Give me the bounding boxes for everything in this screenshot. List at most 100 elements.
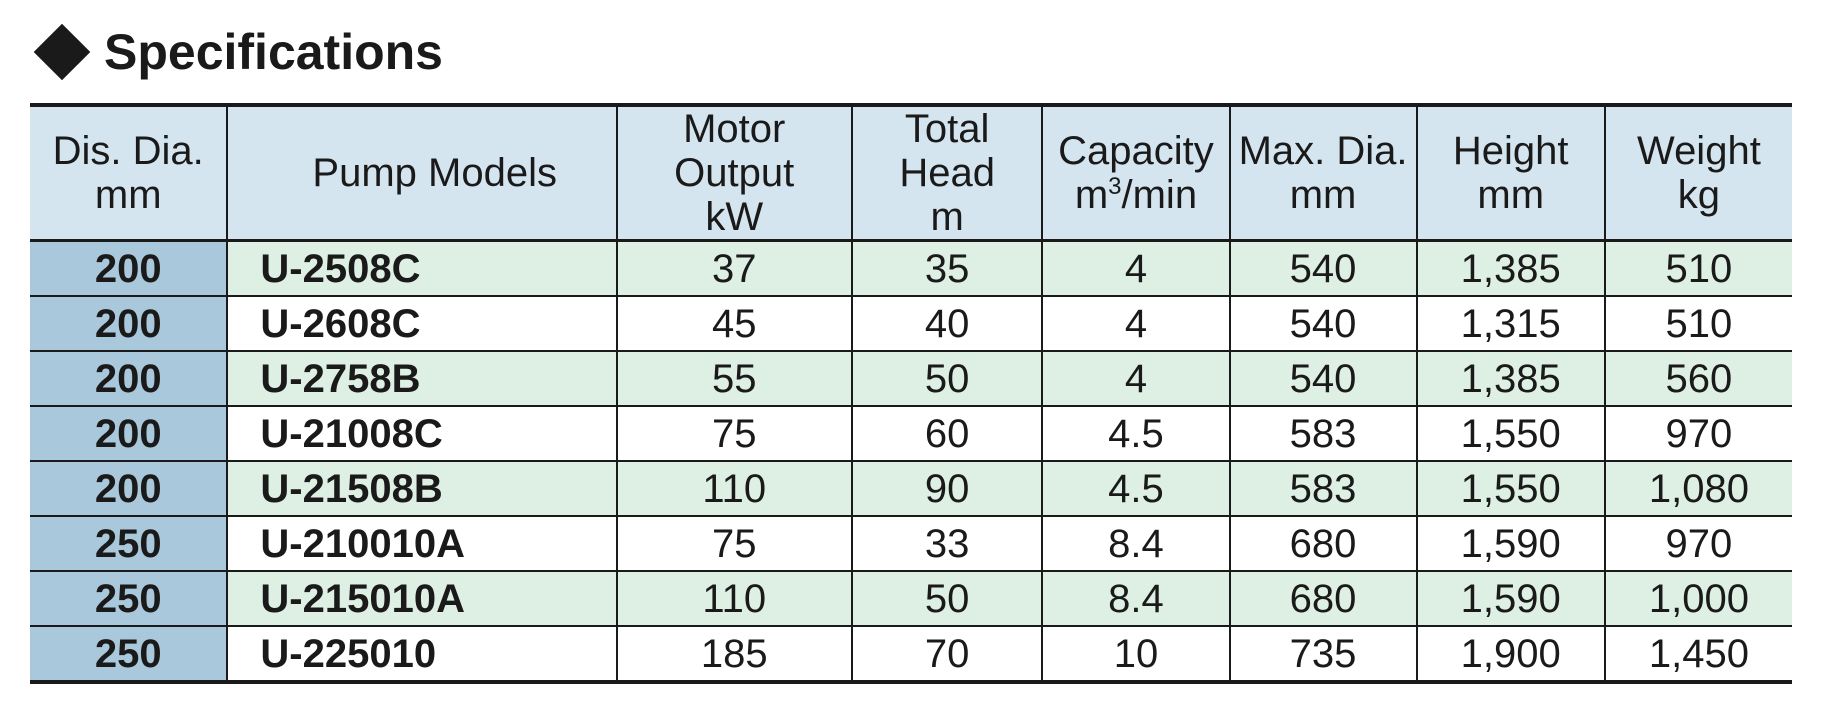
cell-total-head: 40	[850, 296, 1044, 352]
cell-capacity: 4	[1041, 351, 1231, 407]
header-pump-models: Pump Models	[226, 105, 618, 242]
cell-height: 1,385	[1415, 351, 1606, 407]
cell-height: 1,590	[1415, 516, 1606, 572]
cell-weight: 970	[1603, 406, 1792, 462]
cell-pump-model: U-215010A	[226, 571, 618, 627]
cell-dis-dia: 200	[30, 406, 229, 462]
cell-max-dia: 540	[1228, 351, 1418, 407]
cell-capacity: 4.5	[1041, 461, 1231, 517]
cell-pump-model: U-2508C	[226, 240, 618, 297]
unit-part: m	[1074, 173, 1109, 217]
cell-capacity: 8.4	[1041, 571, 1231, 627]
cell-max-dia: 735	[1228, 626, 1418, 682]
table-row: 200 U-2608C 45 40 4 540 1,315 510	[30, 296, 1792, 352]
cell-weight: 510	[1603, 296, 1792, 352]
header-height: Height mm	[1415, 105, 1606, 242]
header-label: Height	[1452, 129, 1569, 173]
table-row: 250 U-215010A 110 50 8.4 680 1,590 1,000	[30, 571, 1792, 627]
cell-height: 1,900	[1415, 626, 1606, 682]
table-row: 250 U-225010 185 70 10 735 1,900 1,450	[30, 626, 1792, 682]
cell-dis-dia: 250	[30, 571, 229, 627]
cell-dis-dia: 200	[30, 240, 229, 297]
header-label: Capacity	[1058, 129, 1214, 173]
cell-height: 1,315	[1415, 296, 1606, 352]
cell-pump-model: U-21508B	[226, 461, 618, 517]
cell-dis-dia: 200	[30, 296, 229, 352]
cell-pump-model: U-2608C	[226, 296, 618, 352]
cell-pump-model: U-225010	[226, 626, 618, 682]
cell-weight: 510	[1603, 240, 1792, 297]
header-capacity: Capacity m3/min	[1041, 105, 1231, 242]
header-label: Weight	[1637, 129, 1761, 173]
table-row: 200 U-2508C 37 35 4 540 1,385 510	[30, 240, 1792, 297]
cell-weight: 560	[1603, 351, 1792, 407]
header-unit: mm	[1289, 173, 1357, 217]
cell-height: 1,385	[1415, 240, 1606, 297]
header-motor-output: Motor Output kW	[615, 105, 853, 242]
header-total-head: Total Head m	[850, 105, 1044, 242]
cell-dis-dia: 250	[30, 516, 229, 572]
cell-total-head: 50	[850, 571, 1044, 627]
header-label: Max. Dia.	[1238, 129, 1408, 173]
cell-capacity: 8.4	[1041, 516, 1231, 572]
header-label: Pump Models	[312, 151, 557, 195]
header-label: Dis. Dia.	[52, 129, 204, 173]
cell-total-head: 35	[850, 240, 1044, 297]
cell-height: 1,550	[1415, 461, 1606, 517]
cell-total-head: 90	[850, 461, 1044, 517]
cell-max-dia: 583	[1228, 461, 1418, 517]
cell-height: 1,550	[1415, 406, 1606, 462]
cell-pump-model: U-2758B	[226, 351, 618, 407]
cell-total-head: 70	[850, 626, 1044, 682]
header-unit: mm	[1477, 173, 1545, 217]
header-label: Motor Output	[674, 107, 795, 195]
cell-motor-output: 110	[615, 571, 853, 627]
cell-pump-model: U-210010A	[226, 516, 618, 572]
cell-motor-output: 55	[615, 351, 853, 407]
cell-motor-output: 75	[615, 516, 853, 572]
table-row: 200 U-21008C 75 60 4.5 583 1,550 970	[30, 406, 1792, 462]
cell-weight: 1,080	[1603, 461, 1792, 517]
cell-motor-output: 185	[615, 626, 853, 682]
cell-capacity: 4.5	[1041, 406, 1231, 462]
cell-pump-model: U-21008C	[226, 406, 618, 462]
header-unit: kW	[705, 195, 764, 239]
cell-motor-output: 45	[615, 296, 853, 352]
cell-total-head: 60	[850, 406, 1044, 462]
cell-weight: 1,000	[1603, 571, 1792, 627]
header-unit: kg	[1677, 173, 1721, 217]
cell-weight: 970	[1603, 516, 1792, 572]
unit-part: /min	[1121, 173, 1198, 217]
table-row: 200 U-21508B 110 90 4.5 583 1,550 1,080	[30, 461, 1792, 517]
header-dis-dia: Dis. Dia. mm	[30, 105, 229, 242]
cell-dis-dia: 200	[30, 461, 229, 517]
specifications-table: Dis. Dia. mm Pump Models Motor Output kW…	[30, 103, 1792, 684]
cell-motor-output: 75	[615, 406, 853, 462]
cell-height: 1,590	[1415, 571, 1606, 627]
cell-max-dia: 540	[1228, 296, 1418, 352]
cell-motor-output: 110	[615, 461, 853, 517]
header-unit: m	[930, 195, 964, 239]
cell-motor-output: 37	[615, 240, 853, 297]
cell-total-head: 50	[850, 351, 1044, 407]
cell-max-dia: 583	[1228, 406, 1418, 462]
section-title: Specifications	[32, 22, 443, 82]
header-unit: mm	[94, 173, 162, 217]
page-title: Specifications	[104, 24, 443, 80]
cell-max-dia: 540	[1228, 240, 1418, 297]
table-row: 200 U-2758B 55 50 4 540 1,385 560	[30, 351, 1792, 407]
header-max-dia: Max. Dia. mm	[1228, 105, 1418, 242]
cell-total-head: 33	[850, 516, 1044, 572]
header-weight: Weight kg	[1603, 105, 1792, 242]
cell-weight: 1,450	[1603, 626, 1792, 682]
cell-max-dia: 680	[1228, 516, 1418, 572]
cell-capacity: 4	[1041, 296, 1231, 352]
table-row: 250 U-210010A 75 33 8.4 680 1,590 970	[30, 516, 1792, 572]
cell-max-dia: 680	[1228, 571, 1418, 627]
cell-dis-dia: 250	[30, 626, 229, 682]
header-unit: m3/min	[1043, 173, 1228, 217]
cell-dis-dia: 200	[30, 351, 229, 407]
diamond-bullet-icon	[33, 23, 91, 81]
header-label: Total Head	[899, 107, 995, 195]
unit-superscript: 3	[1108, 173, 1122, 200]
